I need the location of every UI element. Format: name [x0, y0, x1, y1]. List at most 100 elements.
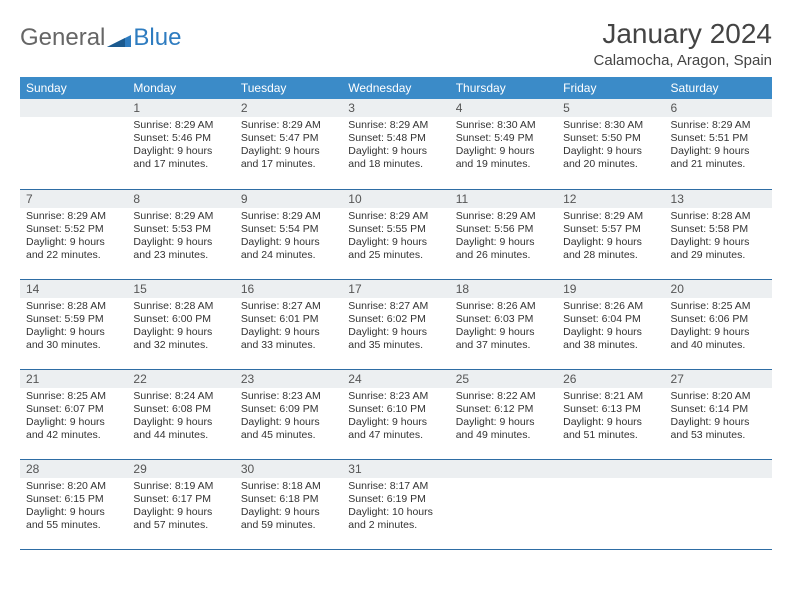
sunset-text: Sunset: 6:09 PM: [241, 403, 336, 416]
sunrise-text: Sunrise: 8:29 AM: [133, 119, 228, 132]
day-cell: 20Sunrise: 8:25 AMSunset: 6:06 PMDayligh…: [665, 279, 772, 369]
sunrise-text: Sunrise: 8:21 AM: [563, 390, 658, 403]
day-body: Sunrise: 8:20 AMSunset: 6:15 PMDaylight:…: [20, 478, 127, 537]
sunrise-text: Sunrise: 8:23 AM: [348, 390, 443, 403]
brand-part2: Blue: [133, 24, 181, 52]
day-number: 18: [450, 280, 557, 298]
sunrise-text: Sunrise: 8:27 AM: [348, 300, 443, 313]
daylight-text: Daylight: 9 hours and 55 minutes.: [26, 506, 121, 532]
day-body: Sunrise: 8:27 AMSunset: 6:01 PMDaylight:…: [235, 298, 342, 357]
day-cell: [450, 459, 557, 549]
day-body: Sunrise: 8:26 AMSunset: 6:03 PMDaylight:…: [450, 298, 557, 357]
day-number: 19: [557, 280, 664, 298]
sunset-text: Sunset: 6:15 PM: [26, 493, 121, 506]
day-cell: 2Sunrise: 8:29 AMSunset: 5:47 PMDaylight…: [235, 99, 342, 189]
sunrise-text: Sunrise: 8:29 AM: [348, 210, 443, 223]
daylight-text: Daylight: 9 hours and 26 minutes.: [456, 236, 551, 262]
sunset-text: Sunset: 5:50 PM: [563, 132, 658, 145]
dayname-5: Friday: [557, 77, 664, 99]
day-number: 7: [20, 190, 127, 208]
day-number: 10: [342, 190, 449, 208]
daylight-text: Daylight: 9 hours and 28 minutes.: [563, 236, 658, 262]
sunset-text: Sunset: 5:59 PM: [26, 313, 121, 326]
day-number: 8: [127, 190, 234, 208]
sunset-text: Sunset: 5:58 PM: [671, 223, 766, 236]
day-body: Sunrise: 8:29 AMSunset: 5:53 PMDaylight:…: [127, 208, 234, 267]
day-body: Sunrise: 8:29 AMSunset: 5:56 PMDaylight:…: [450, 208, 557, 267]
dayname-1: Monday: [127, 77, 234, 99]
day-number: 25: [450, 370, 557, 388]
daylight-text: Daylight: 9 hours and 42 minutes.: [26, 416, 121, 442]
day-cell: 15Sunrise: 8:28 AMSunset: 6:00 PMDayligh…: [127, 279, 234, 369]
day-body: Sunrise: 8:29 AMSunset: 5:48 PMDaylight:…: [342, 117, 449, 176]
day-cell: 4Sunrise: 8:30 AMSunset: 5:49 PMDaylight…: [450, 99, 557, 189]
sunset-text: Sunset: 6:07 PM: [26, 403, 121, 416]
sunset-text: Sunset: 5:48 PM: [348, 132, 443, 145]
daylight-text: Daylight: 9 hours and 40 minutes.: [671, 326, 766, 352]
dayname-6: Saturday: [665, 77, 772, 99]
sunset-text: Sunset: 5:53 PM: [133, 223, 228, 236]
daylight-text: Daylight: 9 hours and 47 minutes.: [348, 416, 443, 442]
day-body: Sunrise: 8:25 AMSunset: 6:06 PMDaylight:…: [665, 298, 772, 357]
daylight-text: Daylight: 9 hours and 33 minutes.: [241, 326, 336, 352]
daylight-text: Daylight: 9 hours and 35 minutes.: [348, 326, 443, 352]
day-body: Sunrise: 8:29 AMSunset: 5:52 PMDaylight:…: [20, 208, 127, 267]
sunrise-text: Sunrise: 8:27 AM: [241, 300, 336, 313]
day-cell: 17Sunrise: 8:27 AMSunset: 6:02 PMDayligh…: [342, 279, 449, 369]
day-number: 27: [665, 370, 772, 388]
day-cell: 7Sunrise: 8:29 AMSunset: 5:52 PMDaylight…: [20, 189, 127, 279]
daylight-text: Daylight: 9 hours and 30 minutes.: [26, 326, 121, 352]
sunset-text: Sunset: 5:54 PM: [241, 223, 336, 236]
day-body: Sunrise: 8:18 AMSunset: 6:18 PMDaylight:…: [235, 478, 342, 537]
dayname-3: Wednesday: [342, 77, 449, 99]
day-number: 15: [127, 280, 234, 298]
daylight-text: Daylight: 9 hours and 18 minutes.: [348, 145, 443, 171]
sunrise-text: Sunrise: 8:23 AM: [241, 390, 336, 403]
sunrise-text: Sunrise: 8:29 AM: [241, 210, 336, 223]
daylight-text: Daylight: 9 hours and 21 minutes.: [671, 145, 766, 171]
day-body: Sunrise: 8:29 AMSunset: 5:57 PMDaylight:…: [557, 208, 664, 267]
sunrise-text: Sunrise: 8:28 AM: [133, 300, 228, 313]
brand-logo: General Blue: [20, 24, 181, 52]
sunset-text: Sunset: 5:57 PM: [563, 223, 658, 236]
daylight-text: Daylight: 9 hours and 17 minutes.: [241, 145, 336, 171]
sunrise-text: Sunrise: 8:29 AM: [26, 210, 121, 223]
day-number: 17: [342, 280, 449, 298]
daylight-text: Daylight: 9 hours and 29 minutes.: [671, 236, 766, 262]
day-body: Sunrise: 8:19 AMSunset: 6:17 PMDaylight:…: [127, 478, 234, 537]
day-body: Sunrise: 8:29 AMSunset: 5:55 PMDaylight:…: [342, 208, 449, 267]
day-cell: 28Sunrise: 8:20 AMSunset: 6:15 PMDayligh…: [20, 459, 127, 549]
sunset-text: Sunset: 6:14 PM: [671, 403, 766, 416]
day-cell: 19Sunrise: 8:26 AMSunset: 6:04 PMDayligh…: [557, 279, 664, 369]
day-cell: 1Sunrise: 8:29 AMSunset: 5:46 PMDaylight…: [127, 99, 234, 189]
day-number: 1: [127, 99, 234, 117]
daylight-text: Daylight: 9 hours and 22 minutes.: [26, 236, 121, 262]
day-cell: [665, 459, 772, 549]
day-number: 3: [342, 99, 449, 117]
day-cell: 31Sunrise: 8:17 AMSunset: 6:19 PMDayligh…: [342, 459, 449, 549]
sunrise-text: Sunrise: 8:28 AM: [26, 300, 121, 313]
week-row: 7Sunrise: 8:29 AMSunset: 5:52 PMDaylight…: [20, 189, 772, 279]
day-cell: 26Sunrise: 8:21 AMSunset: 6:13 PMDayligh…: [557, 369, 664, 459]
day-number: 4: [450, 99, 557, 117]
day-number-empty: [557, 460, 664, 478]
daylight-text: Daylight: 9 hours and 38 minutes.: [563, 326, 658, 352]
day-cell: 13Sunrise: 8:28 AMSunset: 5:58 PMDayligh…: [665, 189, 772, 279]
day-cell: 25Sunrise: 8:22 AMSunset: 6:12 PMDayligh…: [450, 369, 557, 459]
sunset-text: Sunset: 6:13 PM: [563, 403, 658, 416]
day-cell: 10Sunrise: 8:29 AMSunset: 5:55 PMDayligh…: [342, 189, 449, 279]
day-number-empty: [665, 460, 772, 478]
day-cell: 12Sunrise: 8:29 AMSunset: 5:57 PMDayligh…: [557, 189, 664, 279]
day-number: 30: [235, 460, 342, 478]
sunrise-text: Sunrise: 8:20 AM: [671, 390, 766, 403]
sunrise-text: Sunrise: 8:18 AM: [241, 480, 336, 493]
day-body: Sunrise: 8:28 AMSunset: 5:58 PMDaylight:…: [665, 208, 772, 267]
dayname-0: Sunday: [20, 77, 127, 99]
day-cell: 8Sunrise: 8:29 AMSunset: 5:53 PMDaylight…: [127, 189, 234, 279]
week-row: 28Sunrise: 8:20 AMSunset: 6:15 PMDayligh…: [20, 459, 772, 549]
day-number: 28: [20, 460, 127, 478]
day-number-empty: [450, 460, 557, 478]
sunrise-text: Sunrise: 8:29 AM: [348, 119, 443, 132]
sunrise-text: Sunrise: 8:28 AM: [671, 210, 766, 223]
sunset-text: Sunset: 5:46 PM: [133, 132, 228, 145]
